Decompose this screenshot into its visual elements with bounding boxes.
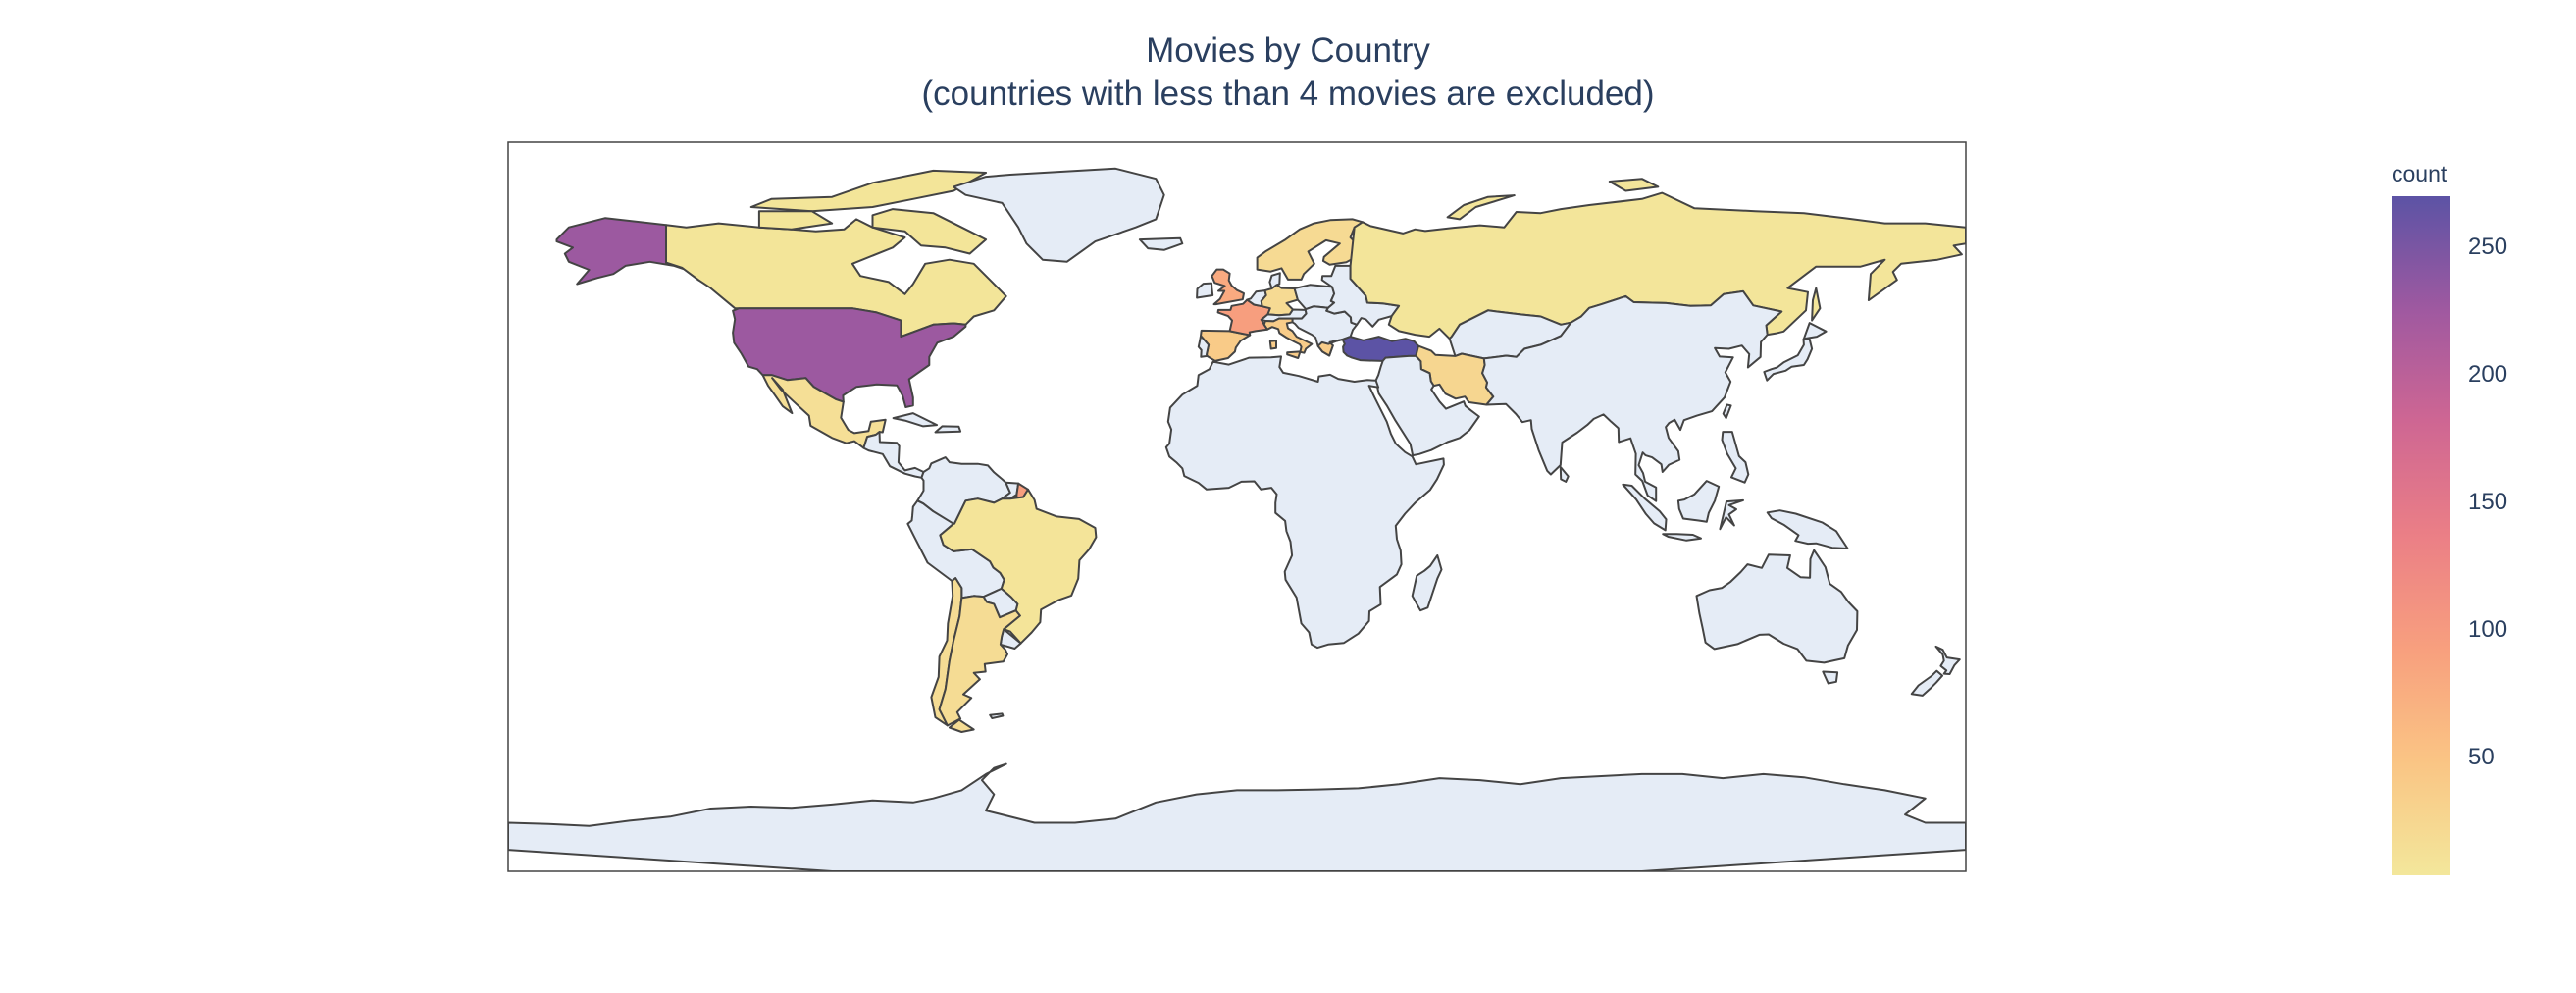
colorbar-tick: 100 [2468, 616, 2508, 644]
map-frame [507, 141, 1967, 872]
country-nz-north[interactable] [1934, 645, 1961, 675]
country-falklands[interactable] [989, 712, 1005, 719]
country-greece[interactable] [1316, 339, 1344, 357]
colorbar-title: count [2392, 161, 2447, 186]
country-new-guinea[interactable] [1766, 509, 1849, 549]
country-canada-arctic[interactable] [749, 169, 988, 213]
colorbar-tick: 150 [2468, 489, 2508, 516]
country-egypt-africa[interactable] [1164, 355, 1445, 650]
country-baffin[interactable] [871, 208, 988, 255]
country-australia[interactable] [1695, 549, 1859, 664]
colorbar-tick: 200 [2468, 361, 2508, 389]
country-sardinia[interactable] [1268, 340, 1277, 350]
country-greenland[interactable] [953, 167, 1165, 263]
country-middle-east[interactable] [1374, 354, 1480, 457]
country-portugal[interactable] [1197, 336, 1211, 358]
country-severnaya[interactable] [1608, 178, 1660, 192]
country-philippines[interactable] [1721, 431, 1750, 484]
chart-subtitle: (countries with less than 4 movies are e… [921, 75, 1655, 113]
country-asia-main[interactable] [1481, 289, 1783, 502]
country-usa[interactable] [732, 307, 967, 408]
country-ireland[interactable] [1196, 282, 1214, 299]
country-scandinavia[interactable] [1256, 218, 1364, 281]
country-madagascar[interactable] [1411, 554, 1443, 612]
country-italy[interactable] [1262, 317, 1314, 354]
country-sicily[interactable] [1286, 350, 1302, 359]
colorbar-tick: 50 [2468, 744, 2495, 771]
country-tierra[interactable] [948, 718, 975, 733]
country-borneo[interactable] [1676, 480, 1721, 523]
country-java[interactable] [1662, 533, 1702, 542]
country-iceland[interactable] [1138, 236, 1184, 251]
country-tasmania[interactable] [1822, 670, 1839, 685]
country-sulawesi[interactable] [1719, 498, 1744, 531]
country-antarctica[interactable] [508, 762, 1966, 871]
colorbar-tick: 250 [2468, 234, 2508, 261]
country-denmark[interactable] [1268, 272, 1281, 289]
country-novaya-zemlya[interactable] [1446, 194, 1516, 221]
country-sumatra[interactable] [1622, 483, 1668, 532]
country-sri-lanka[interactable] [1559, 466, 1570, 483]
country-central-america[interactable] [862, 431, 925, 479]
country-victoria-isl[interactable] [757, 210, 834, 231]
country-argentina[interactable] [938, 595, 1021, 727]
country-taiwan[interactable] [1722, 403, 1732, 420]
colorbar [2392, 196, 2450, 875]
country-hispaniola[interactable] [934, 425, 962, 434]
country-nz-south[interactable] [1910, 669, 1944, 697]
country-hokkaido[interactable] [1802, 322, 1828, 340]
country-uk[interactable] [1211, 268, 1245, 306]
chart-title: Movies by Country [1146, 31, 1430, 70]
country-eastern-europe[interactable] [1320, 264, 1401, 328]
country-sakhalin[interactable] [1811, 287, 1822, 322]
country-cuba[interactable] [892, 412, 939, 428]
